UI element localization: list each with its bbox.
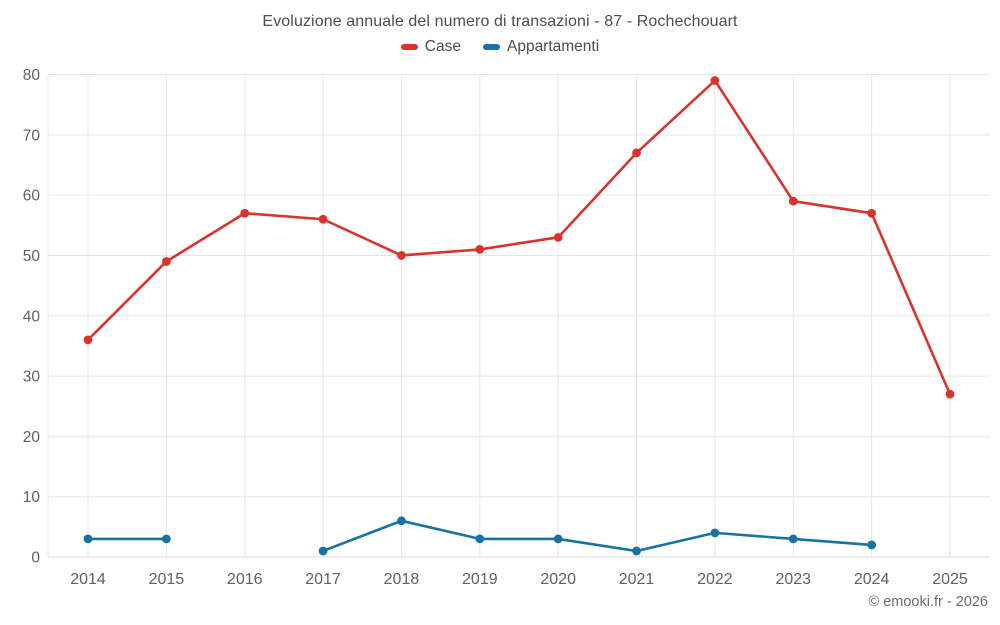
- case-point-2020[interactable]: [553, 232, 563, 242]
- y-tick-label-80: 80: [23, 67, 41, 84]
- x-tick-label-2023: 2023: [775, 571, 811, 588]
- y-tick-label-0: 0: [31, 550, 40, 567]
- appartamenti-point-2019[interactable]: [475, 534, 485, 544]
- legend-label-appartamenti: Appartamenti: [506, 38, 600, 55]
- legend-item-case[interactable]: Case: [400, 38, 461, 56]
- x-tick-label-2021: 2021: [619, 571, 655, 588]
- y-tick-label-50: 50: [23, 248, 41, 265]
- case-point-2018[interactable]: [397, 251, 406, 260]
- x-tick-label-2019: 2019: [462, 571, 498, 588]
- chart-title: Evoluzione annuale del numero di transaz…: [262, 13, 738, 30]
- y-tick-label-10: 10: [23, 489, 41, 506]
- y-tick-label-40: 40: [23, 308, 41, 325]
- y-tick-label-70: 70: [23, 127, 41, 144]
- appartamenti-point-2024[interactable]: [867, 540, 877, 550]
- case-point-2017[interactable]: [318, 214, 328, 224]
- case-point-2023[interactable]: [788, 196, 798, 206]
- case-point-2025[interactable]: [945, 389, 955, 399]
- case-line: [86, 79, 952, 396]
- case-point-2019[interactable]: [475, 245, 485, 254]
- y-tick-label-20: 20: [23, 429, 41, 446]
- case-point-2022[interactable]: [710, 76, 720, 85]
- x-tick-label-2016: 2016: [227, 571, 263, 588]
- x-tick-label-2024: 2024: [854, 571, 890, 588]
- appartamenti-point-2017[interactable]: [318, 546, 328, 556]
- case-point-2015[interactable]: [161, 257, 171, 266]
- x-tick-label-2022: 2022: [697, 571, 733, 588]
- copyright-credit: © emooki.fr - 2026: [868, 594, 988, 610]
- legend-label-case: Case: [424, 38, 461, 55]
- appartamenti-point-2021[interactable]: [632, 546, 641, 556]
- appartamenti-point-2023[interactable]: [788, 534, 798, 544]
- legend-swatch-appartamenti: [482, 44, 500, 50]
- x-tick-label-2020: 2020: [540, 571, 576, 588]
- case-point-2021[interactable]: [632, 148, 641, 158]
- x-tick-label-2017: 2017: [305, 571, 341, 588]
- appartamenti-point-2022[interactable]: [710, 528, 720, 538]
- case-point-2014[interactable]: [83, 335, 93, 345]
- y-tick-label-60: 60: [23, 188, 41, 205]
- legend-swatch-case: [400, 44, 418, 50]
- appartamenti-point-2018[interactable]: [397, 516, 406, 526]
- x-tick-label-2014: 2014: [70, 571, 106, 588]
- appartamenti-line: [321, 519, 873, 553]
- x-tick-label-2015: 2015: [149, 571, 185, 588]
- x-tick-label-2025: 2025: [932, 571, 968, 588]
- case-point-2016[interactable]: [240, 208, 250, 218]
- appartamenti-point-2015[interactable]: [161, 534, 171, 544]
- appartamenti-point-2020[interactable]: [553, 534, 563, 544]
- y-tick-label-30: 30: [23, 369, 41, 386]
- case-point-2024[interactable]: [867, 208, 877, 218]
- chart-legend: Case Appartamenti: [0, 38, 1000, 56]
- legend-item-appartamenti[interactable]: Appartamenti: [482, 38, 600, 56]
- x-tick-label-2018: 2018: [384, 571, 420, 588]
- appartamenti-point-2014[interactable]: [83, 534, 93, 544]
